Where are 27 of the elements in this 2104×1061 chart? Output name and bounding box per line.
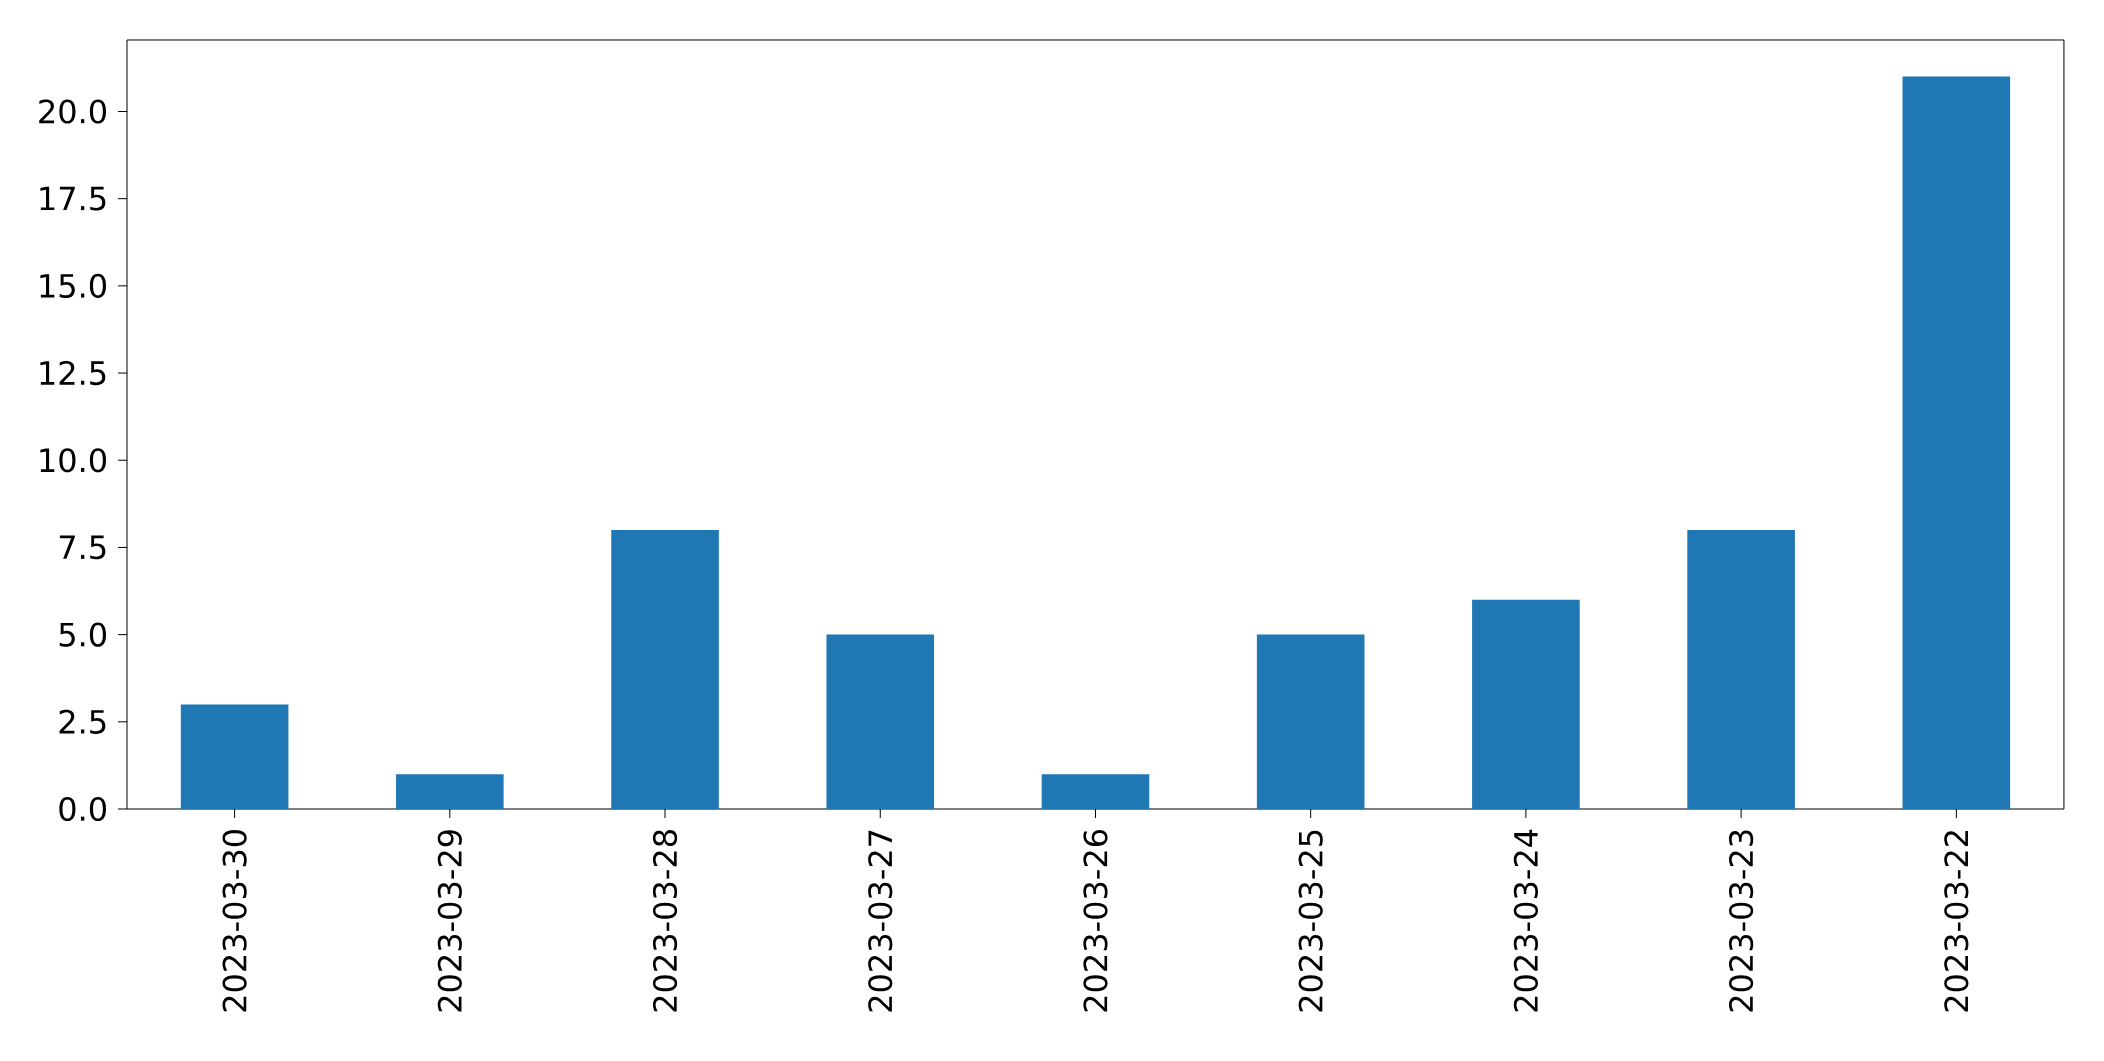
- x-tick-label: 2023-03-30: [222, 830, 247, 1012]
- bar: [1041, 774, 1150, 809]
- y-tick-label: 20.0: [39, 99, 106, 124]
- bar: [1472, 599, 1580, 809]
- bar: [396, 774, 504, 809]
- bar: [611, 530, 719, 809]
- y-tick-label: 2.5: [59, 709, 106, 734]
- y-tick-label: 5.0: [59, 622, 107, 647]
- y-tick-label: 12.5: [40, 360, 106, 386]
- y-tick-label: 7.5: [59, 535, 106, 560]
- x-tick-label: 2023-03-24: [1513, 829, 1538, 1012]
- y-tick-label: 0.0: [59, 796, 107, 822]
- y-tick-label: 15.0: [40, 273, 106, 298]
- bar: [1687, 530, 1795, 809]
- y-tick-label: 17.5: [40, 186, 106, 211]
- bar: [1256, 634, 1365, 809]
- y-tick-label: 10.0: [40, 448, 106, 473]
- bar: [180, 704, 289, 809]
- x-tick-label: 2023-03-23: [1729, 830, 1754, 1012]
- x-tick-label: 2023-03-28: [652, 830, 678, 1012]
- x-tick-label: 2023-03-29: [437, 830, 462, 1012]
- bar: [826, 634, 935, 809]
- x-tick-label: 2023-03-22: [1944, 831, 1969, 1012]
- x-tick-label: 2023-03-25: [1298, 830, 1323, 1012]
- bar: [1902, 76, 2011, 809]
- x-tick-label: 2023-03-26: [1083, 829, 1108, 1012]
- x-tick-label: 2023-03-27: [868, 830, 893, 1012]
